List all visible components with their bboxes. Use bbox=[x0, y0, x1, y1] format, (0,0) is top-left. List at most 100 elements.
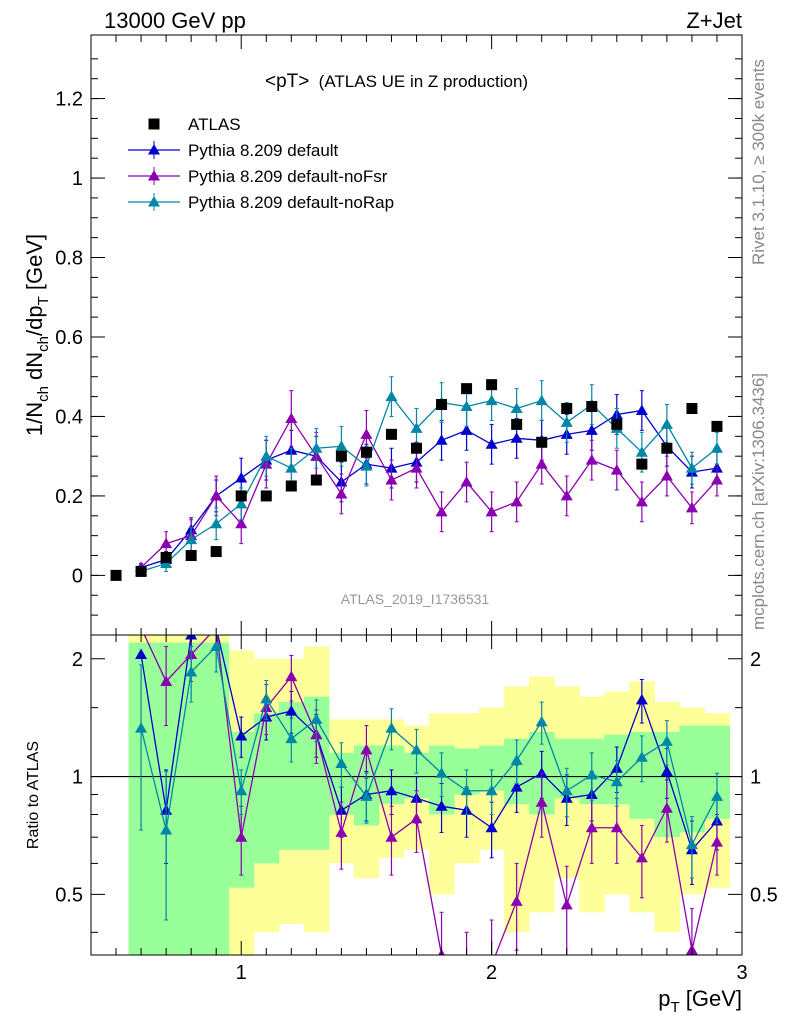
atlas-data-point bbox=[636, 458, 648, 470]
ratio-data-point bbox=[635, 851, 648, 863]
ratio-data-point bbox=[310, 713, 323, 724]
data-point bbox=[160, 537, 173, 549]
legend-label: ATLAS bbox=[188, 115, 241, 134]
main-y-tick-label: 0.2 bbox=[55, 486, 83, 508]
ratio-data-point bbox=[160, 675, 173, 686]
ratio-data-point bbox=[185, 666, 198, 677]
data-point bbox=[360, 460, 373, 471]
data-point bbox=[410, 422, 423, 433]
rivet-version-label: Rivet 3.1.10, ≥ 300k events bbox=[749, 59, 768, 265]
ratio-data-point bbox=[260, 692, 273, 704]
ratio-data-point bbox=[385, 722, 398, 733]
ratio-data-point bbox=[410, 743, 423, 755]
legend-label: Pythia 8.209 default bbox=[188, 141, 339, 160]
header-energy-label: 13000 GeV pp bbox=[104, 8, 246, 33]
ratio-series-line bbox=[140, 635, 718, 852]
legend-marker bbox=[148, 144, 160, 155]
main-y-ticks: 0 0.2 0.4 0.6 0.8 1 1.2 bbox=[55, 35, 742, 635]
data-point bbox=[610, 464, 623, 475]
data-point bbox=[435, 434, 448, 445]
ratio-y-tick-label: 1 bbox=[72, 767, 83, 789]
data-point bbox=[460, 400, 473, 412]
data-point bbox=[510, 495, 523, 507]
atlas-data-point bbox=[561, 403, 573, 415]
data-point bbox=[410, 462, 423, 473]
ratio-data-point bbox=[510, 895, 523, 906]
analysis-label: ATLAS_2019_I1736531 bbox=[341, 591, 490, 607]
data-point bbox=[210, 489, 223, 501]
atlas-data-point bbox=[110, 569, 122, 581]
ratio-data-point bbox=[660, 802, 673, 813]
ratio-data-point bbox=[285, 705, 298, 716]
ratio-data-point bbox=[710, 836, 723, 847]
atlas-data-point bbox=[711, 420, 723, 432]
data-point bbox=[660, 418, 673, 429]
main-y-axis-label: 1/Nch dNch/dpT [GeV] bbox=[22, 234, 52, 436]
ratio-data-point bbox=[635, 693, 648, 705]
ratio-data-point bbox=[135, 648, 148, 660]
ratio-data-point bbox=[685, 838, 698, 850]
legend-label: Pythia 8.209 default-noRap bbox=[188, 193, 394, 212]
main-y-tick-label: 0 bbox=[72, 565, 83, 587]
data-point bbox=[685, 501, 698, 513]
ratio-y-tick-label-right: 0.5 bbox=[750, 884, 778, 906]
atlas-data-point bbox=[310, 474, 322, 486]
legend-item: Pythia 8.209 default-noRap bbox=[128, 193, 394, 212]
inner-band bbox=[203, 642, 230, 955]
ratio-data-point bbox=[135, 722, 148, 733]
data-point bbox=[435, 505, 448, 517]
data-point bbox=[510, 402, 523, 414]
series-atlas bbox=[110, 379, 723, 581]
data-point bbox=[560, 489, 573, 501]
ratio-panel: 0.5 0.5 1 1 2 2 1 2 3 bbox=[55, 634, 778, 986]
ratio-data-point bbox=[535, 715, 548, 727]
data-point bbox=[385, 390, 398, 402]
data-point bbox=[210, 517, 223, 529]
ratio-data-point bbox=[460, 784, 473, 796]
main-y-tick-label: 1 bbox=[72, 168, 83, 190]
ratio-y-tick-label-right: 2 bbox=[750, 649, 761, 671]
series-line bbox=[140, 417, 718, 568]
ratio-data-point bbox=[335, 826, 348, 837]
ratio-data-point bbox=[335, 757, 348, 768]
ratio-data-point bbox=[285, 732, 298, 744]
data-point bbox=[385, 474, 398, 485]
data-point bbox=[460, 476, 473, 487]
ratio-data-point bbox=[510, 754, 523, 765]
atlas-data-point bbox=[360, 446, 372, 458]
data-point bbox=[535, 458, 548, 469]
legend-item: Pythia 8.209 default-noFsr bbox=[128, 167, 388, 186]
series-2 bbox=[135, 390, 723, 572]
legend-label: Pythia 8.209 default-noFsr bbox=[188, 167, 388, 186]
atlas-data-point bbox=[661, 442, 673, 454]
data-point bbox=[235, 497, 248, 509]
ratio-data-point bbox=[710, 790, 723, 801]
x-tick-label: 1 bbox=[236, 962, 247, 984]
ratio-data-point bbox=[435, 767, 448, 778]
ratio-data-point bbox=[360, 790, 373, 801]
plot-title-main: <pT> bbox=[265, 71, 309, 92]
ratio-data-point bbox=[160, 824, 173, 835]
plot-title: <pT> (ATLAS UE in Z production) bbox=[265, 71, 528, 92]
ratio-data-point bbox=[461, 975, 473, 986]
data-point bbox=[185, 533, 198, 545]
main-y-tick-label: 0.8 bbox=[55, 248, 83, 270]
data-point bbox=[460, 424, 473, 435]
data-point bbox=[310, 442, 323, 453]
ratio-data-point bbox=[585, 821, 598, 833]
data-point bbox=[260, 450, 273, 461]
header-process-label: Z+Jet bbox=[686, 8, 742, 33]
atlas-data-point bbox=[436, 399, 448, 411]
ratio-data-point bbox=[585, 768, 598, 780]
ratio-series-line bbox=[143, 635, 718, 955]
data-point bbox=[485, 394, 498, 406]
atlas-data-point bbox=[686, 403, 698, 415]
atlas-data-point bbox=[385, 428, 397, 440]
series-line bbox=[140, 395, 718, 573]
main-data-layer bbox=[110, 376, 723, 581]
x-tick-label: 2 bbox=[486, 962, 497, 984]
x-axis-label: pT [GeV] bbox=[658, 986, 742, 1016]
data-point bbox=[635, 446, 648, 457]
ratio-data-point bbox=[535, 796, 548, 807]
